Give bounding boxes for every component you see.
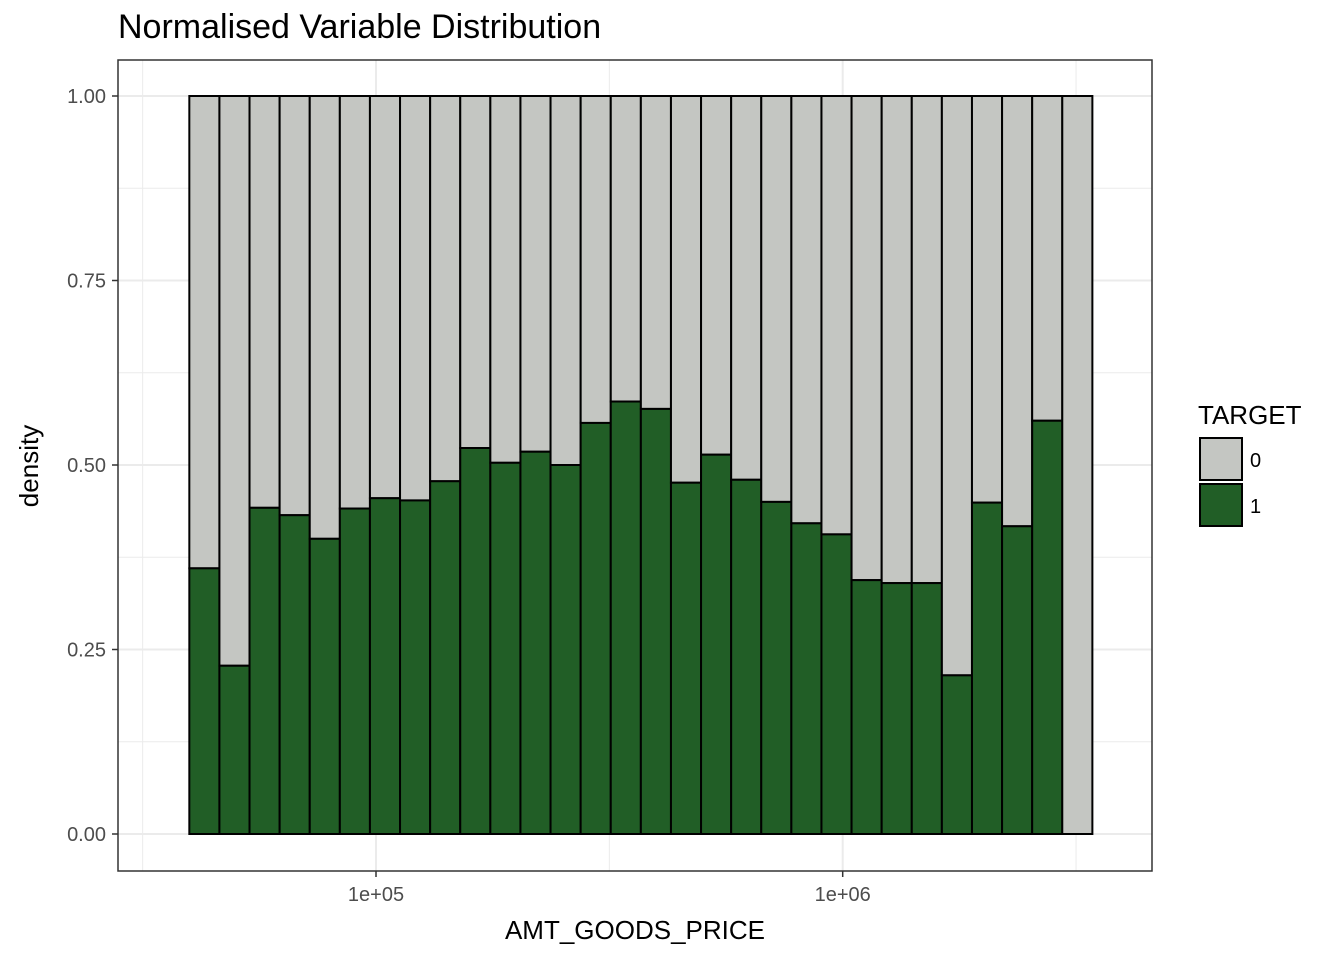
bar-target-1 — [910, 582, 943, 836]
y-tick-label: 0.25 — [67, 640, 106, 662]
bar-target-0 — [399, 95, 432, 502]
x-tick-label: 1e+06 — [815, 884, 871, 906]
bar-target-1 — [278, 514, 311, 836]
y-axis-title: density — [14, 425, 44, 507]
bar-target-0 — [489, 95, 522, 464]
bar-target-1 — [730, 478, 763, 835]
chart-title: Normalised Variable Distribution — [118, 8, 602, 46]
bar-target-1 — [429, 480, 462, 835]
bar-target-0 — [970, 95, 1004, 504]
bar-target-0 — [700, 95, 733, 456]
bar-target-0 — [278, 95, 311, 517]
bar-target-0 — [308, 95, 341, 540]
bar-target-0 — [850, 95, 883, 582]
y-tick-label: 0.50 — [67, 455, 106, 477]
bar-target-0 — [730, 95, 763, 481]
bar-target-0 — [188, 95, 221, 570]
bar-target-1 — [1031, 419, 1064, 835]
x-axis-title: AMT_GOODS_PRICE — [505, 915, 765, 945]
bar-target-0 — [1061, 95, 1094, 835]
y-tick-label: 0.75 — [67, 271, 106, 293]
bar-target-0 — [790, 95, 823, 525]
legend-key-1 — [1199, 483, 1243, 527]
bar-target-1 — [639, 407, 672, 835]
bar-target-0 — [639, 95, 672, 410]
bar-target-1 — [218, 664, 251, 836]
legend-label-0: 0 — [1250, 450, 1261, 472]
axis-layer: 0.00 0.25 0.50 0.75 1.00 1e+05 1e+06 — [67, 86, 871, 906]
bar-target-0 — [248, 95, 281, 509]
bar-target-1 — [880, 582, 913, 836]
bar-target-1 — [519, 450, 552, 835]
bar-target-1 — [459, 447, 492, 835]
bar-layer — [188, 95, 1094, 836]
bar-target-0 — [820, 95, 853, 536]
legend-key-0 — [1199, 437, 1243, 481]
bar-target-0 — [669, 95, 703, 484]
bar-target-1 — [399, 499, 432, 835]
bar-target-1 — [609, 400, 642, 835]
bar-target-0 — [880, 95, 913, 585]
bar-target-1 — [248, 506, 281, 835]
legend: TARGET 0 1 — [1198, 400, 1302, 527]
bar-target-0 — [519, 95, 552, 453]
bar-target-1 — [790, 522, 823, 835]
bar-target-1 — [1001, 525, 1034, 836]
bar-target-1 — [338, 507, 371, 835]
bar-target-0 — [609, 95, 642, 403]
bar-target-1 — [760, 500, 793, 835]
bar-target-0 — [429, 95, 462, 483]
bar-target-0 — [760, 95, 793, 503]
bar-target-0 — [579, 95, 612, 424]
bar-target-1 — [940, 674, 973, 836]
bar-target-0 — [910, 95, 943, 585]
legend-label-1: 1 — [1250, 496, 1261, 518]
bar-target-1 — [549, 464, 582, 835]
y-tick-label: 0.00 — [67, 824, 106, 846]
x-tick-label: 1e+05 — [348, 884, 404, 906]
bar-target-0 — [549, 95, 582, 466]
bar-target-0 — [1031, 95, 1064, 422]
bar-target-0 — [459, 95, 492, 450]
bar-target-0 — [1001, 95, 1034, 528]
bar-target-1 — [489, 461, 522, 835]
bar-target-0 — [368, 95, 402, 500]
legend-title: TARGET — [1198, 400, 1302, 430]
bar-target-0 — [940, 95, 973, 677]
bar-target-1 — [970, 501, 1004, 835]
bar-target-0 — [218, 95, 251, 667]
bar-target-1 — [308, 537, 341, 835]
bar-target-1 — [188, 567, 221, 835]
bar-target-1 — [579, 421, 612, 835]
bar-target-1 — [700, 453, 733, 835]
bar-target-1 — [850, 579, 883, 835]
bar-target-1 — [368, 497, 402, 835]
y-tick-label: 1.00 — [67, 86, 106, 108]
bar-target-0 — [338, 95, 371, 510]
bar-target-1 — [820, 533, 853, 835]
bar-target-1 — [669, 481, 703, 835]
